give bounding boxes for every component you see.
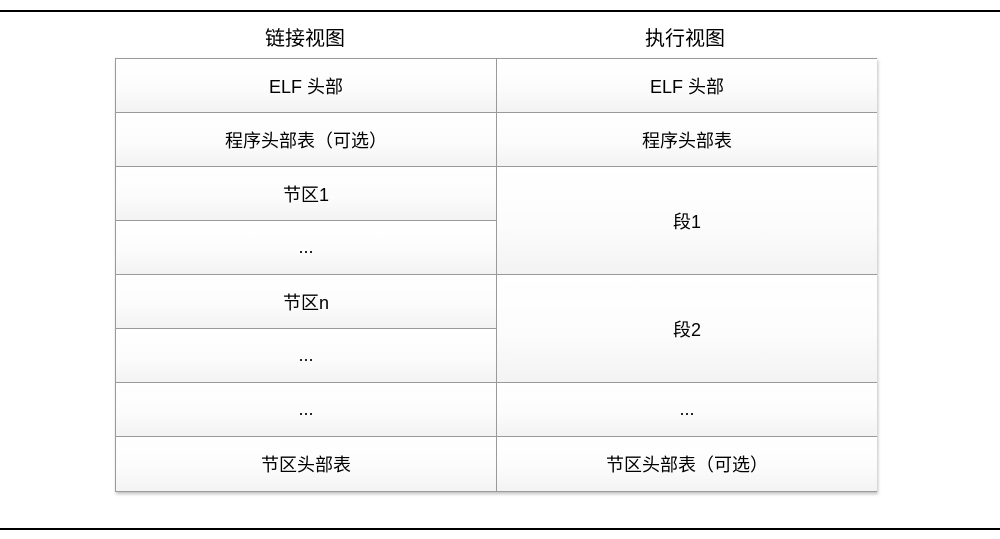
- rule-bot: [0, 528, 1000, 530]
- table-cell: 段2: [497, 275, 877, 383]
- table-cell: 节区头部表（可选）: [497, 437, 877, 491]
- table-cell: 节区n: [116, 275, 496, 329]
- table-cell: 程序头部表（可选）: [116, 113, 496, 167]
- elf-layout-table: ELF 头部程序头部表（可选）节区1...节区n......节区头部表 ELF …: [115, 58, 877, 492]
- exec-view-column: ELF 头部程序头部表段1段2...节区头部表（可选）: [497, 59, 877, 491]
- column-headers: 链接视图 执行视图: [115, 22, 875, 52]
- table-cell: ELF 头部: [116, 59, 496, 113]
- rule-top: [0, 10, 1000, 12]
- table-cell: 节区1: [116, 167, 496, 221]
- table-cell: ...: [116, 383, 496, 437]
- table-cell: ...: [116, 221, 496, 275]
- table-cell: 节区头部表: [116, 437, 496, 491]
- table-cell: 段1: [497, 167, 877, 275]
- header-right: 执行视图: [495, 22, 875, 52]
- table-cell: ...: [497, 383, 877, 437]
- table-cell: 程序头部表: [497, 113, 877, 167]
- header-left: 链接视图: [115, 22, 495, 52]
- table-cell: ...: [116, 329, 496, 383]
- link-view-column: ELF 头部程序头部表（可选）节区1...节区n......节区头部表: [116, 59, 497, 491]
- diagram-canvas: 链接视图 执行视图 ELF 头部程序头部表（可选）节区1...节区n......…: [0, 0, 1000, 539]
- table-cell: ELF 头部: [497, 59, 877, 113]
